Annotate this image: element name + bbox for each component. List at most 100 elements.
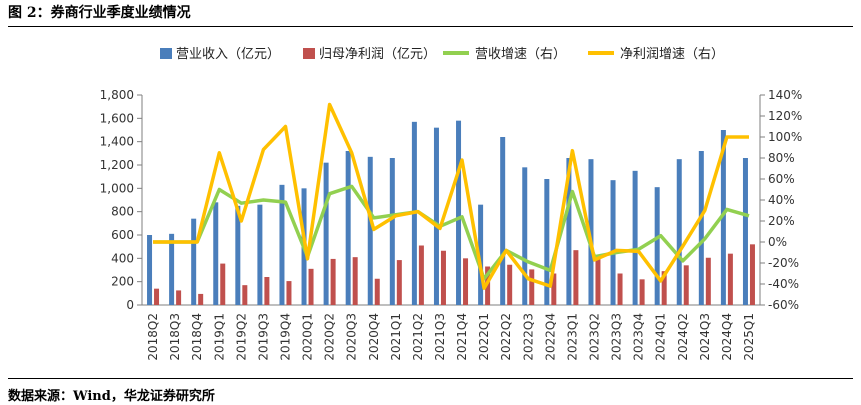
y-left-tick-label: 200 bbox=[111, 275, 134, 289]
bar-profit bbox=[374, 278, 380, 305]
chart-lines bbox=[153, 102, 750, 290]
bar-profit bbox=[154, 288, 160, 305]
bar-profit bbox=[551, 273, 557, 305]
bar-revenue bbox=[323, 162, 329, 305]
y-right-tick-label: 100% bbox=[768, 130, 802, 144]
bar-profit bbox=[573, 250, 579, 305]
bar-revenue bbox=[213, 202, 219, 305]
x-tick-label: 2023Q1 bbox=[565, 313, 579, 361]
y-right-tick-label: -40% bbox=[768, 277, 799, 291]
bar-profit bbox=[220, 263, 226, 305]
x-tick-label: 2021Q3 bbox=[433, 313, 447, 361]
bar-profit bbox=[727, 253, 733, 305]
bar-revenue bbox=[345, 151, 351, 305]
bar-profit bbox=[463, 258, 469, 305]
figure-title: 图 2：券商行业季度业绩情况 bbox=[8, 5, 191, 21]
y-right-tick-label: 0% bbox=[768, 235, 787, 249]
bar-profit bbox=[330, 258, 336, 305]
bar-revenue bbox=[433, 127, 439, 306]
bar-profit bbox=[683, 265, 689, 305]
x-tick-label: 2023Q3 bbox=[610, 313, 624, 361]
y-right-tick-label: 80% bbox=[768, 151, 795, 165]
bar-profit bbox=[749, 244, 755, 305]
x-tick-label: 2021Q2 bbox=[411, 313, 425, 361]
x-tick-label: 2022Q3 bbox=[521, 313, 535, 361]
x-tick-label: 2019Q2 bbox=[234, 313, 248, 361]
x-tick-label: 2022Q4 bbox=[543, 313, 557, 361]
x-tick-label: 2018Q3 bbox=[168, 313, 182, 361]
bar-revenue bbox=[610, 180, 616, 305]
x-tick-label: 2020Q4 bbox=[367, 313, 381, 361]
y-right-tick-label: -20% bbox=[768, 256, 799, 270]
y-left-tick-label: 400 bbox=[111, 251, 134, 265]
bottom-rule bbox=[8, 378, 853, 379]
bar-profit bbox=[396, 260, 402, 305]
y-right-tick-label: 40% bbox=[768, 193, 795, 207]
x-tick-label: 2024Q1 bbox=[654, 313, 668, 361]
x-tick-label: 2024Q4 bbox=[720, 313, 734, 361]
bar-revenue bbox=[500, 137, 506, 305]
x-tick-label: 2024Q2 bbox=[676, 313, 690, 361]
bar-revenue bbox=[676, 159, 682, 305]
legend-label: 归母净利润（亿元） bbox=[319, 47, 436, 62]
bar-profit bbox=[595, 258, 601, 305]
data-source: 数据来源：Wind，华龙证券研究所 bbox=[8, 389, 215, 404]
x-tick-label: 2024Q3 bbox=[698, 313, 712, 361]
x-tick-label: 2021Q1 bbox=[389, 313, 403, 361]
legend-swatch bbox=[160, 48, 172, 59]
bar-revenue bbox=[191, 218, 197, 305]
y-right-tick-label: 60% bbox=[768, 172, 795, 186]
bar-profit bbox=[440, 250, 446, 305]
x-tick-label: 2020Q3 bbox=[345, 313, 359, 361]
x-tick-label: 2020Q1 bbox=[301, 313, 315, 361]
y-left-tick-label: 1,800 bbox=[100, 88, 134, 102]
bar-profit bbox=[176, 290, 182, 305]
combo-chart: 营业收入（亿元） 归母净利润（亿元） 营收增速（右） 净利润增速（右） 0 200 400… bbox=[100, 47, 803, 361]
x-tick-label: 2019Q3 bbox=[256, 313, 270, 361]
bar-profit bbox=[286, 281, 292, 305]
legend-label: 营收增速（右） bbox=[475, 47, 566, 62]
y-left-tick-label: 1,400 bbox=[100, 135, 134, 149]
x-tick-label: 2022Q1 bbox=[477, 313, 491, 361]
bar-profit bbox=[418, 245, 424, 305]
bar-revenue bbox=[235, 205, 241, 305]
bar-revenue bbox=[632, 170, 638, 305]
bar-revenue bbox=[654, 187, 660, 305]
bar-profit bbox=[242, 285, 248, 305]
bar-revenue bbox=[389, 158, 395, 305]
y-right-tick-label: 120% bbox=[768, 109, 802, 123]
y-left-tick-label: 600 bbox=[111, 228, 134, 242]
bar-revenue bbox=[544, 179, 550, 305]
bar-revenue bbox=[698, 151, 704, 305]
x-tick-label: 2021Q4 bbox=[455, 313, 469, 361]
bar-profit bbox=[308, 268, 314, 305]
chart-legend: 营业收入（亿元） 归母净利润（亿元） 营收增速（右） 净利润增速（右） bbox=[160, 47, 724, 62]
legend-label: 净利润增速（右） bbox=[620, 47, 724, 62]
y-left-tick-label: 0 bbox=[126, 298, 134, 312]
y-right-tick-label: -60% bbox=[768, 298, 799, 312]
bar-profit bbox=[639, 279, 645, 305]
bar-revenue bbox=[456, 120, 462, 306]
bar-revenue bbox=[147, 235, 153, 305]
x-tick-label: 2022Q2 bbox=[499, 313, 513, 361]
bar-revenue bbox=[588, 159, 594, 305]
bar-revenue bbox=[279, 184, 285, 305]
x-tick-label: 2018Q2 bbox=[146, 313, 160, 361]
y-left-tick-label: 1,200 bbox=[100, 158, 134, 172]
bar-revenue bbox=[367, 156, 373, 305]
top-rule bbox=[8, 26, 853, 27]
y-left-tick-label: 1,000 bbox=[100, 181, 134, 195]
bar-profit bbox=[198, 293, 204, 305]
chart-axes: 0 200 400 600 800 1,000 1,200 1,400 1,600 1,800 -6… bbox=[100, 88, 803, 312]
x-tick-label: 2025Q1 bbox=[742, 313, 756, 361]
bar-profit bbox=[264, 277, 270, 305]
line-revenue-growth bbox=[153, 184, 750, 281]
legend-label: 营业收入（亿元） bbox=[176, 47, 280, 62]
bar-revenue bbox=[742, 158, 748, 305]
bar-profit bbox=[507, 264, 513, 305]
bar-revenue bbox=[169, 233, 175, 305]
bar-profit bbox=[352, 257, 358, 305]
bar-profit bbox=[485, 266, 491, 305]
line-profit-growth bbox=[153, 102, 749, 290]
bar-profit bbox=[529, 269, 535, 305]
